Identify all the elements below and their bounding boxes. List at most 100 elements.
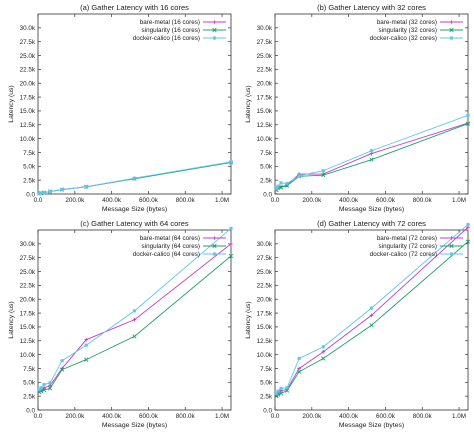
data-point — [279, 386, 283, 391]
x-axis-label: Message Size (bytes) — [102, 206, 167, 213]
legend-label: singularity (16 cores) — [142, 27, 200, 34]
y-tick-label: 0.0 — [263, 191, 272, 198]
legend-marker — [449, 20, 454, 24]
y-tick-label: 30.0k — [257, 25, 273, 32]
legend-marker — [449, 236, 454, 240]
y-tick-label: 5.0k — [260, 380, 273, 387]
series-line-2 — [276, 241, 469, 397]
data-point — [84, 357, 89, 362]
x-tick-label: 0.0 — [271, 197, 280, 204]
data-point — [42, 386, 46, 390]
y-tick-label: 20.0k — [257, 81, 273, 88]
x-tick-label: 600.0k — [376, 413, 396, 420]
y-tick-label: 7.5k — [23, 150, 36, 157]
y-tick-label: 27.5k — [257, 255, 273, 262]
data-point — [132, 334, 137, 339]
data-point — [39, 191, 43, 195]
legend-marker — [212, 236, 217, 240]
data-point — [39, 386, 43, 390]
data-point — [132, 317, 137, 322]
data-point — [229, 226, 233, 231]
x-tick-label: 800.0k — [413, 413, 433, 420]
data-point — [84, 337, 89, 342]
y-tick-label: 15.0k — [20, 324, 36, 331]
chart-panel-1: (a) Gather Latency with 16 cores 0.0 2.5k 5… — [8, 3, 234, 213]
legend-label: bare-metal (16 cores) — [140, 19, 200, 26]
y-tick-label: 15.0k — [257, 324, 273, 331]
y-tick-label: 22.5k — [20, 67, 36, 74]
legend-marker — [449, 36, 454, 40]
y-tick-label: 0.0 — [26, 191, 35, 198]
x-tick-label: 200.0k — [302, 197, 322, 204]
x-tick-label: 200.0k — [65, 197, 85, 204]
chart-title: (b) Gather Latency with 32 cores — [317, 3, 426, 12]
data-point — [279, 181, 283, 185]
x-tick-label: 600.0k — [376, 197, 396, 204]
y-tick-label: 22.5k — [257, 283, 273, 290]
series-line-1 — [276, 122, 469, 190]
series-line-2 — [39, 255, 232, 393]
data-point — [466, 222, 470, 227]
y-tick-label: 2.5k — [260, 177, 273, 184]
data-point — [60, 367, 65, 372]
data-point — [132, 176, 137, 181]
y-tick-label: 5.0k — [23, 164, 36, 171]
x-tick-label: 800.0k — [176, 413, 196, 420]
data-point — [321, 168, 326, 173]
legend-label: docker-calico (72 cores) — [370, 251, 437, 258]
data-point — [321, 350, 326, 354]
chart-title: (c) Gather Latency with 64 cores — [80, 219, 189, 228]
data-point — [321, 173, 326, 178]
data-point — [297, 369, 302, 374]
y-tick-label: 25.0k — [257, 269, 273, 276]
data-point — [297, 356, 301, 361]
y-tick-label: 25.0k — [20, 53, 36, 60]
y-tick-label: 17.5k — [20, 310, 36, 317]
x-tick-label: 0.0 — [34, 197, 43, 204]
y-axis-label: Latency (us) — [8, 85, 15, 122]
x-tick-label: 0.0 — [271, 413, 280, 420]
data-point — [229, 242, 233, 246]
data-point — [274, 391, 279, 396]
y-tick-label: 12.5k — [257, 338, 273, 345]
y-tick-label: 25.0k — [20, 269, 36, 276]
y-tick-label: 0.0 — [263, 407, 272, 414]
legend-marker — [212, 20, 217, 24]
x-tick-label: 400.0k — [339, 413, 359, 420]
x-tick-label: 600.0k — [139, 413, 159, 420]
data-point — [466, 113, 470, 118]
y-tick-label: 0.0 — [26, 407, 35, 414]
data-point — [132, 309, 137, 313]
chart-title: (d) Gather Latency with 72 cores — [317, 219, 426, 228]
x-tick-label: 200.0k — [65, 413, 85, 420]
chart-panel-3: (c) Gather Latency with 64 cores 0.0 2.5k 5… — [8, 219, 234, 429]
data-point — [465, 239, 471, 244]
data-point — [369, 313, 374, 318]
data-point — [48, 381, 52, 385]
x-tick-label: 1.0M — [215, 413, 229, 420]
y-tick-label: 10.0k — [20, 136, 36, 143]
y-tick-label: 27.5k — [20, 255, 36, 262]
x-tick-label: 400.0k — [339, 197, 359, 204]
y-tick-label: 17.5k — [257, 310, 273, 317]
y-tick-label: 10.0k — [257, 352, 273, 359]
chart-panel-2: (b) Gather Latency with 32 cores 0.0 2.5k 5… — [245, 3, 471, 213]
legend-marker — [449, 243, 454, 249]
data-point — [297, 173, 301, 178]
data-point — [48, 189, 52, 194]
y-tick-label: 17.5k — [257, 94, 273, 101]
legend-marker — [212, 252, 217, 256]
legend-label: bare-metal (64 cores) — [140, 235, 200, 242]
data-point — [285, 386, 289, 390]
data-point — [84, 343, 89, 347]
y-tick-label: 20.0k — [20, 81, 36, 88]
y-tick-label: 27.5k — [257, 39, 273, 46]
y-tick-label: 5.0k — [260, 164, 273, 171]
y-tick-label: 15.0k — [257, 108, 273, 115]
y-tick-label: 7.5k — [260, 366, 273, 373]
data-point — [41, 387, 47, 393]
legend-marker — [212, 27, 217, 33]
x-tick-label: 400.0k — [102, 197, 122, 204]
legend-label: bare-metal (32 cores) — [377, 19, 437, 26]
